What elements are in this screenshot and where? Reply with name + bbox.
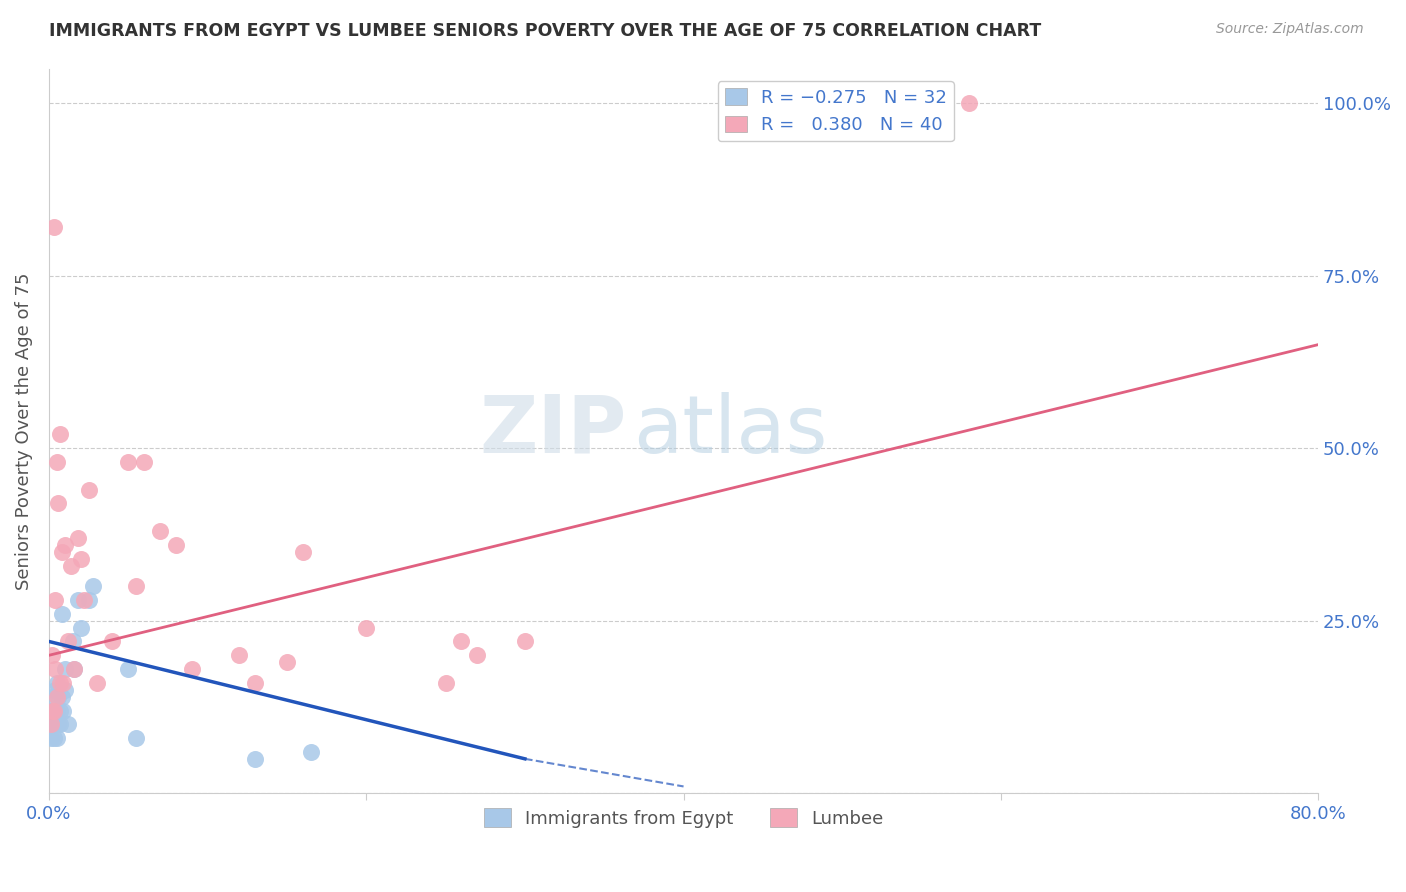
Point <box>63 662 86 676</box>
Text: IMMIGRANTS FROM EGYPT VS LUMBEE SENIORS POVERTY OVER THE AGE OF 75 CORRELATION C: IMMIGRANTS FROM EGYPT VS LUMBEE SENIORS … <box>49 22 1042 40</box>
Point <box>450 634 472 648</box>
Point <box>39 704 62 718</box>
Point <box>44 662 66 676</box>
Point <box>53 538 76 552</box>
Point <box>53 662 76 676</box>
Point <box>41 648 63 663</box>
Point <box>228 648 250 663</box>
Point <box>45 731 67 745</box>
Text: Source: ZipAtlas.com: Source: ZipAtlas.com <box>1216 22 1364 37</box>
Point <box>82 579 104 593</box>
Point <box>73 593 96 607</box>
Point <box>56 717 79 731</box>
Point <box>276 655 298 669</box>
Point <box>245 676 267 690</box>
Point <box>134 455 156 469</box>
Point <box>44 682 66 697</box>
Point <box>49 427 72 442</box>
Point <box>117 662 139 676</box>
Point <box>52 676 75 690</box>
Point <box>117 455 139 469</box>
Point <box>45 676 67 690</box>
Point <box>125 579 148 593</box>
Point <box>41 704 63 718</box>
Point <box>356 621 378 635</box>
Point <box>45 704 67 718</box>
Point <box>69 551 91 566</box>
Point <box>149 524 172 538</box>
Point <box>77 483 100 497</box>
Point <box>39 731 62 745</box>
Point <box>45 690 67 704</box>
Text: atlas: atlas <box>633 392 827 470</box>
Point <box>41 717 63 731</box>
Point <box>465 648 488 663</box>
Point <box>49 717 72 731</box>
Point <box>48 690 70 704</box>
Point <box>53 682 76 697</box>
Point <box>52 704 75 718</box>
Point <box>434 676 457 690</box>
Point <box>48 717 70 731</box>
Point <box>957 96 980 111</box>
Point <box>42 704 65 718</box>
Point <box>125 731 148 745</box>
Point <box>291 545 314 559</box>
Point <box>48 496 70 510</box>
Point <box>51 690 73 704</box>
Point <box>42 220 65 235</box>
Legend: Immigrants from Egypt, Lumbee: Immigrants from Egypt, Lumbee <box>477 801 890 835</box>
Point <box>63 662 86 676</box>
Point <box>245 752 267 766</box>
Point <box>101 634 124 648</box>
Point <box>41 690 63 704</box>
Point <box>56 634 79 648</box>
Point <box>49 704 72 718</box>
Point <box>51 607 73 621</box>
Point <box>66 593 89 607</box>
Text: ZIP: ZIP <box>479 392 627 470</box>
Point <box>44 717 66 731</box>
Point <box>62 634 84 648</box>
Y-axis label: Seniors Poverty Over the Age of 75: Seniors Poverty Over the Age of 75 <box>15 272 32 590</box>
Point <box>299 745 322 759</box>
Point <box>45 455 67 469</box>
Point <box>39 717 62 731</box>
Point <box>513 634 536 648</box>
Point <box>42 731 65 745</box>
Point <box>42 717 65 731</box>
Point <box>69 621 91 635</box>
Point <box>180 662 202 676</box>
Point <box>60 558 83 573</box>
Point <box>66 531 89 545</box>
Point <box>44 593 66 607</box>
Point <box>77 593 100 607</box>
Point <box>86 676 108 690</box>
Point <box>165 538 187 552</box>
Point <box>42 704 65 718</box>
Point <box>51 545 73 559</box>
Point <box>49 676 72 690</box>
